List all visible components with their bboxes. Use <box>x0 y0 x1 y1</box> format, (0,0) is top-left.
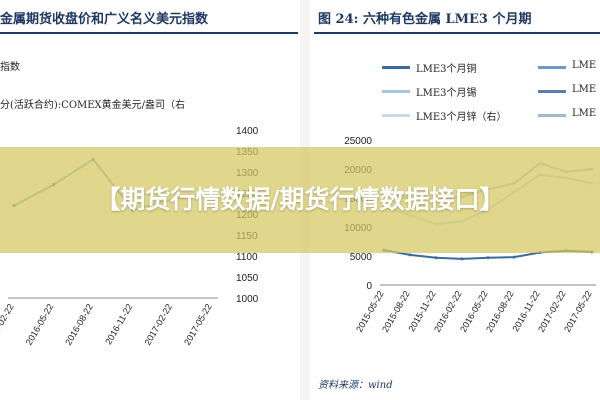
left-x-tick-label: 2017-05-22 <box>182 302 214 347</box>
left-axis-unit-label: 指数 <box>0 62 20 73</box>
legend-label-copper: LME3个月铜 <box>416 64 477 75</box>
legend-swatch-zinc <box>382 114 410 117</box>
left-figure-title: 金属期货收盘价和广义名义美元指数 <box>0 12 209 27</box>
left-x-tick-label: 2016-11-22 <box>103 302 134 346</box>
left-y-tick-label: 1050 <box>236 273 259 284</box>
right-y-tick-label: 5000 <box>350 252 373 263</box>
legend-swatch-tin <box>382 90 410 93</box>
left-title-rule <box>0 32 298 34</box>
legend-label-6: LME <box>572 108 597 119</box>
legend-swatch-5 <box>538 90 566 93</box>
right-series-point <box>512 255 516 259</box>
right-x-tick-label: 2017-05-22 <box>562 289 594 334</box>
right-series-point <box>460 257 464 261</box>
left-y-tick-label: 1000 <box>236 294 259 305</box>
right-y-tick-label: 25000 <box>344 136 372 147</box>
left-series-label: 分(活跃合约):COMEX黄金美元/盎司（右 <box>0 100 186 111</box>
banner-title[interactable]: 【期货行情数据/期货行情数据接口】 <box>95 185 505 214</box>
left-y-tick-label: 1100 <box>236 252 258 263</box>
left-x-tick-label: 2016-02-22 <box>0 302 16 347</box>
right-title-rule <box>314 32 600 34</box>
legend-swatch-4 <box>538 66 566 69</box>
left-y-tick-label: 1400 <box>236 126 259 137</box>
legend-label-4: LME <box>572 60 597 71</box>
title-banner[interactable]: 【期货行情数据/期货行情数据接口】 <box>0 147 600 253</box>
legend-label-5: LME <box>572 84 597 95</box>
right-figure-title: 图 24: 六种有色金属 LME3 个月期 <box>318 12 532 27</box>
legend-swatch-6 <box>538 114 566 117</box>
left-x-tick-label: 2016-08-22 <box>63 302 95 347</box>
source-note: 资料来源：wind <box>318 380 393 391</box>
left-line-chart: 1400135013001250120011501100105010002016… <box>0 126 259 347</box>
legend-label-zinc: LME3个月锌（右） <box>416 112 507 123</box>
right-y-tick-label: 0 <box>366 281 372 292</box>
right-series-point <box>486 256 490 260</box>
right-series-point <box>434 256 438 260</box>
left-x-tick-label: 2016-05-22 <box>24 302 56 347</box>
right-series-point <box>408 253 412 257</box>
legend-label-tin: LME3个月锡 <box>416 88 477 99</box>
legend-swatch-copper <box>382 66 410 69</box>
left-x-tick-label: 2017-02-22 <box>142 302 174 347</box>
